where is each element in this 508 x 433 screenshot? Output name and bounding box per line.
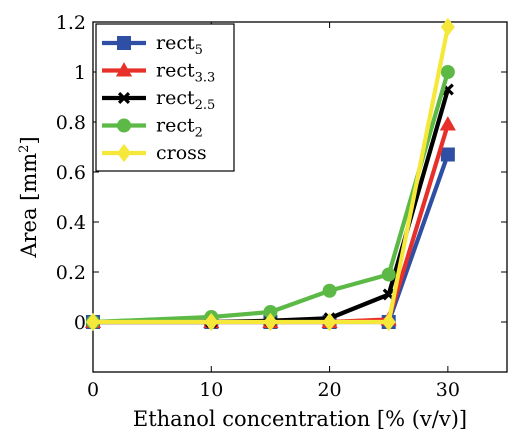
- series-line: [92, 71, 450, 325]
- data-point: [381, 312, 396, 332]
- data-point: [440, 65, 455, 79]
- x-axis-label: Ethanol concentration [% (v/v)]: [133, 407, 467, 431]
- legend-label: rect5: [156, 32, 203, 58]
- y-tick-label: 1.2: [56, 12, 86, 34]
- x-tick-label: 20: [317, 379, 341, 401]
- x-tick-label: 10: [199, 379, 223, 401]
- y-tick-label: 0.4: [56, 212, 86, 234]
- data-point: [322, 312, 337, 332]
- data-point: [204, 312, 219, 332]
- x-tick-label: 30: [436, 379, 460, 401]
- data-point: [86, 312, 100, 332]
- legend-marker: [117, 118, 131, 133]
- legend-item: rect2.5: [102, 87, 215, 113]
- legend-marker: [117, 36, 131, 50]
- y-tick-label: 0.8: [56, 112, 86, 134]
- legend-item: rect3.3: [102, 60, 215, 86]
- legend-item: rect5: [102, 32, 203, 58]
- data-point: [440, 17, 455, 37]
- series-5: [86, 17, 455, 332]
- y-tick-label: 0: [74, 312, 86, 334]
- legend-label: rect2.5: [156, 87, 215, 113]
- y-tick-label: 0.2: [56, 262, 86, 284]
- legend-marker: [117, 91, 131, 105]
- legend-marker: [115, 62, 133, 77]
- y-axis-label-sup: 2: [17, 145, 32, 153]
- data-point: [263, 312, 278, 332]
- legend-item: cross: [102, 142, 207, 164]
- x-tick-label: 0: [87, 379, 99, 401]
- legend-label: rect2: [156, 115, 203, 141]
- legend-label: cross: [156, 142, 207, 164]
- legend-item: rect2: [102, 115, 203, 141]
- y-tick-label: 0.6: [56, 162, 86, 184]
- y-axis-label-end: ]: [17, 136, 41, 144]
- y-axis-label: Area [mm2]: [17, 136, 41, 258]
- data-point: [322, 283, 337, 298]
- legend-label: rect3.3: [156, 60, 215, 86]
- data-point: [263, 305, 278, 319]
- plot-frame: [92, 21, 508, 373]
- data-point: [439, 116, 456, 131]
- y-tick-label: 1: [74, 62, 86, 84]
- y-axis-label-main: Area [mm: [17, 153, 41, 259]
- data-point: [440, 147, 455, 162]
- legend-marker: [117, 143, 131, 163]
- data-point: [381, 267, 396, 282]
- series-line: [93, 26, 450, 325]
